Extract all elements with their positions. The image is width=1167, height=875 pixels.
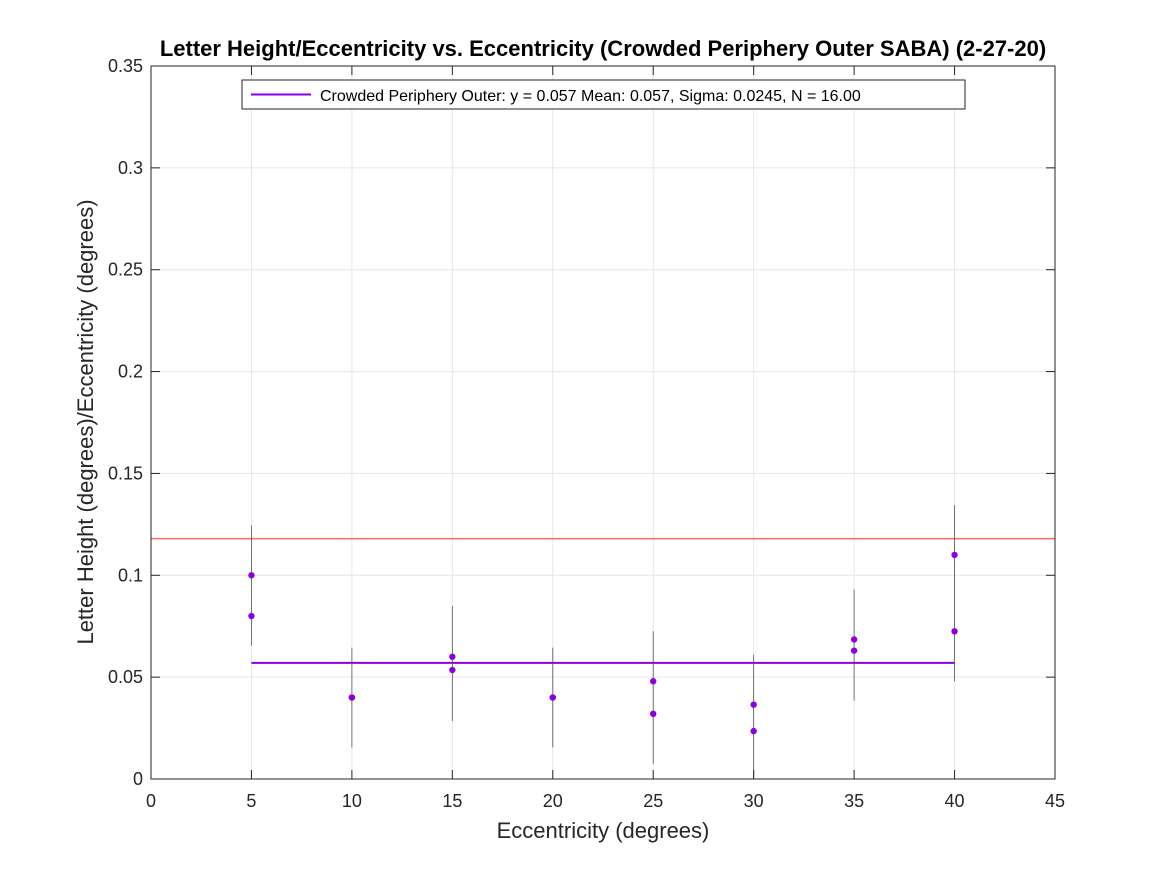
x-tick-label: 20 bbox=[543, 791, 563, 811]
legend-box bbox=[241, 79, 966, 110]
y-tick-label: 0.3 bbox=[118, 158, 143, 178]
x-tick-label: 45 bbox=[1045, 791, 1065, 811]
data-point bbox=[951, 628, 958, 635]
axes-background bbox=[151, 66, 1055, 779]
y-tick-label: 0.25 bbox=[108, 260, 143, 280]
y-axis-label: Letter Height (degrees)/Eccentricity (de… bbox=[73, 199, 98, 644]
x-tick-label: 25 bbox=[643, 791, 663, 811]
data-point bbox=[650, 710, 657, 718]
points-layer bbox=[248, 551, 958, 735]
y-tick-label: 0.2 bbox=[118, 362, 143, 382]
x-tick-label: 0 bbox=[146, 791, 156, 811]
x-axis-label: Eccentricity (degrees) bbox=[497, 818, 710, 843]
data-point bbox=[951, 551, 958, 559]
x-tick-label: 10 bbox=[342, 791, 362, 811]
x-tick-label: 5 bbox=[246, 791, 256, 811]
plot-area: 0 5 10 15 20 25 30 35 40 45 0 0.05 0.1 0.15 0.2 0.25 0.… bbox=[108, 56, 1065, 811]
y-tick-labels: 0 0.05 0.1 0.15 0.2 0.25 0.3 0.35 bbox=[108, 56, 143, 789]
ticks-layer bbox=[150, 65, 1056, 780]
error-bars-layer bbox=[251, 505, 955, 779]
x-tick-label: 30 bbox=[744, 791, 764, 811]
x-tick-label: 35 bbox=[844, 791, 864, 811]
data-point bbox=[750, 701, 757, 708]
legend: Crowded Periphery Outer: y = 0.057 Mean:… bbox=[241, 79, 966, 110]
data-point bbox=[549, 694, 556, 701]
chart-title: Letter Height/Eccentricity vs. Eccentric… bbox=[160, 36, 1046, 61]
x-tick-labels: 0 5 10 15 20 25 30 35 40 45 bbox=[146, 791, 1065, 811]
lines-layer bbox=[151, 537, 1055, 664]
x-tick-label: 15 bbox=[442, 791, 462, 811]
grid bbox=[151, 66, 1055, 779]
y-tick-label: 0 bbox=[133, 769, 143, 789]
y-tick-label: 0.35 bbox=[108, 56, 143, 76]
data-point bbox=[850, 636, 858, 643]
data-point bbox=[750, 727, 757, 735]
x-tick-label: 40 bbox=[945, 791, 965, 811]
y-tick-label: 0.15 bbox=[108, 463, 143, 483]
data-point bbox=[248, 572, 255, 579]
y-tick-label: 0.1 bbox=[118, 565, 143, 585]
data-point bbox=[248, 612, 255, 620]
data-point bbox=[650, 678, 657, 685]
data-point bbox=[449, 666, 456, 674]
data-point bbox=[850, 647, 858, 654]
data-point bbox=[348, 694, 356, 701]
data-point bbox=[449, 653, 456, 660]
legend-entry-label: Crowded Periphery Outer: y = 0.057 Mean:… bbox=[320, 88, 861, 105]
axes-box bbox=[150, 65, 1056, 780]
y-tick-label: 0.05 bbox=[108, 667, 143, 687]
